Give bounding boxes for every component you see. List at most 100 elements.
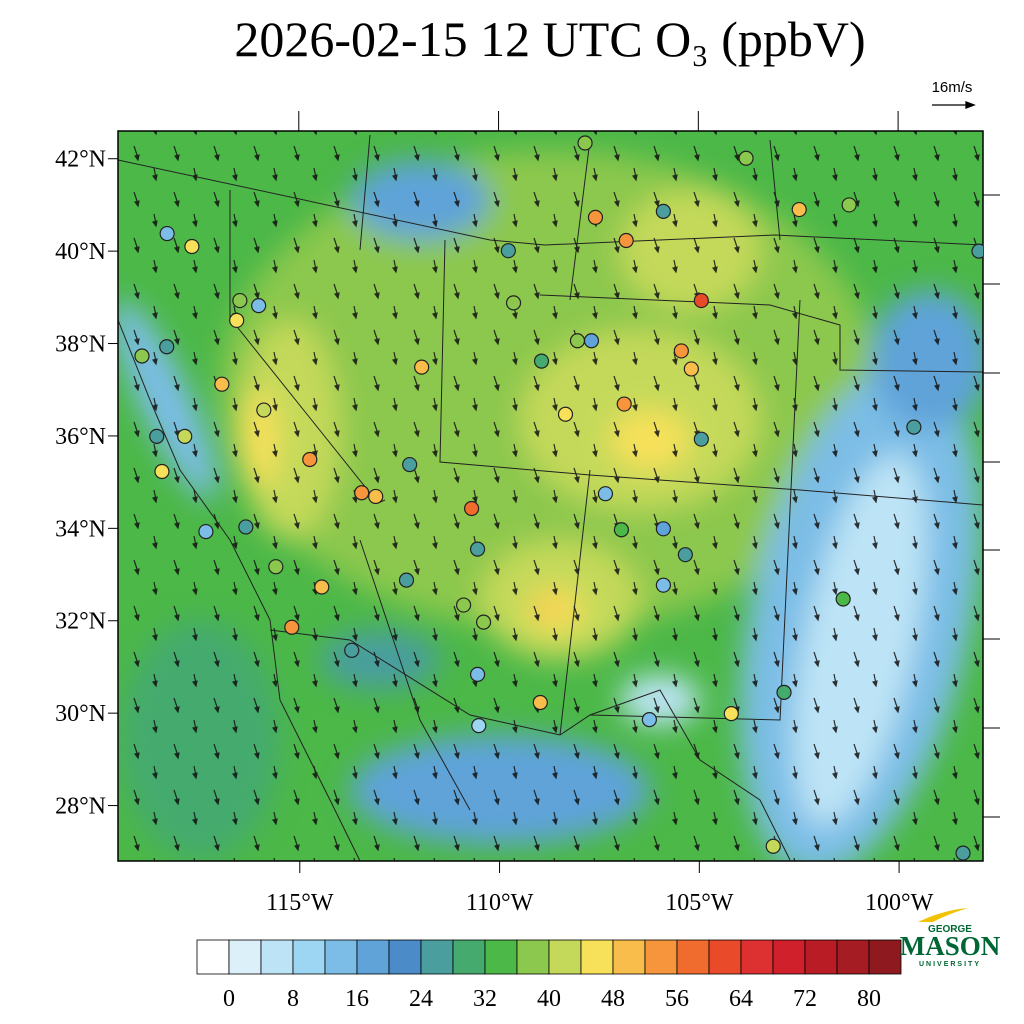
station	[500, 243, 516, 259]
station	[184, 238, 200, 255]
lat-tick-label: 34°N	[55, 516, 106, 542]
station	[471, 718, 487, 734]
station	[284, 619, 300, 635]
lat-tick-label: 30°N	[55, 701, 106, 727]
colorbar-bin	[324, 939, 358, 975]
colorbar-bin	[676, 939, 710, 975]
logo-top: GEORGE	[928, 924, 972, 935]
stations	[134, 135, 983, 861]
colorbar	[196, 939, 902, 975]
colorbar-bin	[388, 939, 422, 975]
station	[402, 456, 418, 473]
station	[618, 232, 634, 249]
station	[597, 486, 614, 502]
station	[214, 376, 230, 392]
lon-tick-label: 115°W	[266, 890, 334, 916]
colorbar-bin	[772, 939, 806, 975]
logo: GEORGE MASON UNIVERSITY	[900, 908, 1001, 968]
station	[475, 614, 492, 630]
colorbar-tick-label: 48	[601, 986, 625, 1012]
station	[655, 577, 671, 593]
station	[683, 361, 699, 377]
station	[673, 343, 689, 359]
station	[229, 312, 245, 329]
logo-swoosh	[918, 908, 968, 922]
colorbar-bin	[292, 939, 326, 975]
boundaries	[118, 134, 983, 861]
station	[469, 541, 486, 557]
colorbar-tick-label: 16	[345, 986, 369, 1012]
station	[655, 203, 671, 219]
colorbar-bin	[356, 939, 390, 975]
map-frame	[117, 130, 984, 862]
lat-tick-label: 32°N	[55, 609, 106, 635]
colorbar-bin	[644, 939, 678, 975]
right-ticks	[983, 194, 1000, 818]
logo-bottom: UNIVERSITY	[919, 961, 981, 968]
station	[368, 488, 384, 505]
colorbar-bin	[580, 939, 614, 975]
station	[398, 572, 415, 588]
station	[154, 463, 170, 480]
logo-main: MASON	[900, 931, 1001, 961]
station	[791, 201, 807, 218]
colorbar-tick-label: 56	[665, 986, 689, 1012]
colorbar-bin	[484, 939, 518, 975]
lat-tick-label: 40°N	[55, 239, 106, 265]
station	[505, 295, 522, 311]
station	[232, 292, 248, 309]
station	[251, 298, 267, 314]
lat-tick-label: 36°N	[55, 424, 106, 450]
station	[693, 431, 709, 447]
colorbar-bin	[228, 939, 262, 975]
colorbar-bin	[420, 939, 454, 975]
colorbar-bin	[452, 939, 486, 975]
vector-reference-label: 16m/s	[932, 79, 973, 96]
station	[577, 135, 593, 151]
station	[835, 591, 851, 607]
colorbar-bin	[708, 939, 742, 975]
lat-tick-label: 28°N	[55, 794, 106, 820]
station	[159, 339, 175, 355]
station	[238, 519, 254, 535]
colorbar-tick-label: 80	[857, 986, 881, 1012]
station	[613, 522, 630, 538]
colorbar-bin	[260, 939, 294, 975]
station	[256, 402, 272, 418]
station	[134, 348, 150, 364]
colorbar-tick-label: 32	[473, 986, 497, 1012]
lat-tick-label: 42°N	[55, 147, 106, 173]
station	[302, 451, 318, 468]
station	[268, 559, 284, 575]
station	[765, 838, 781, 854]
station	[198, 523, 214, 540]
station	[776, 684, 792, 700]
station	[149, 428, 165, 444]
colorbar-bin	[612, 939, 646, 975]
colorbar-bin	[516, 939, 550, 975]
station	[533, 353, 550, 369]
title: 2026-02-15 12 UTC O₃ (ppbV)	[234, 11, 865, 67]
station	[677, 547, 693, 563]
station	[456, 597, 472, 613]
colorbar-bin	[868, 939, 902, 975]
station	[906, 419, 922, 435]
station	[463, 500, 480, 517]
lat-tick-label: 38°N	[55, 332, 106, 358]
station	[723, 706, 739, 722]
station	[414, 359, 430, 375]
station	[841, 197, 857, 213]
colorbar-bin	[548, 939, 582, 975]
lon-tick-label: 110°W	[466, 890, 534, 916]
station	[469, 666, 486, 682]
colorbar-tick-label: 0	[223, 986, 235, 1012]
colorbar-tick-label: 64	[729, 986, 753, 1012]
station	[616, 396, 632, 412]
colorbar-bin	[740, 939, 774, 975]
station	[583, 333, 600, 349]
station	[344, 642, 360, 658]
colorbar-tick-label: 40	[537, 986, 561, 1012]
colorbar-tick-label: 8	[287, 986, 299, 1012]
station	[587, 209, 604, 225]
